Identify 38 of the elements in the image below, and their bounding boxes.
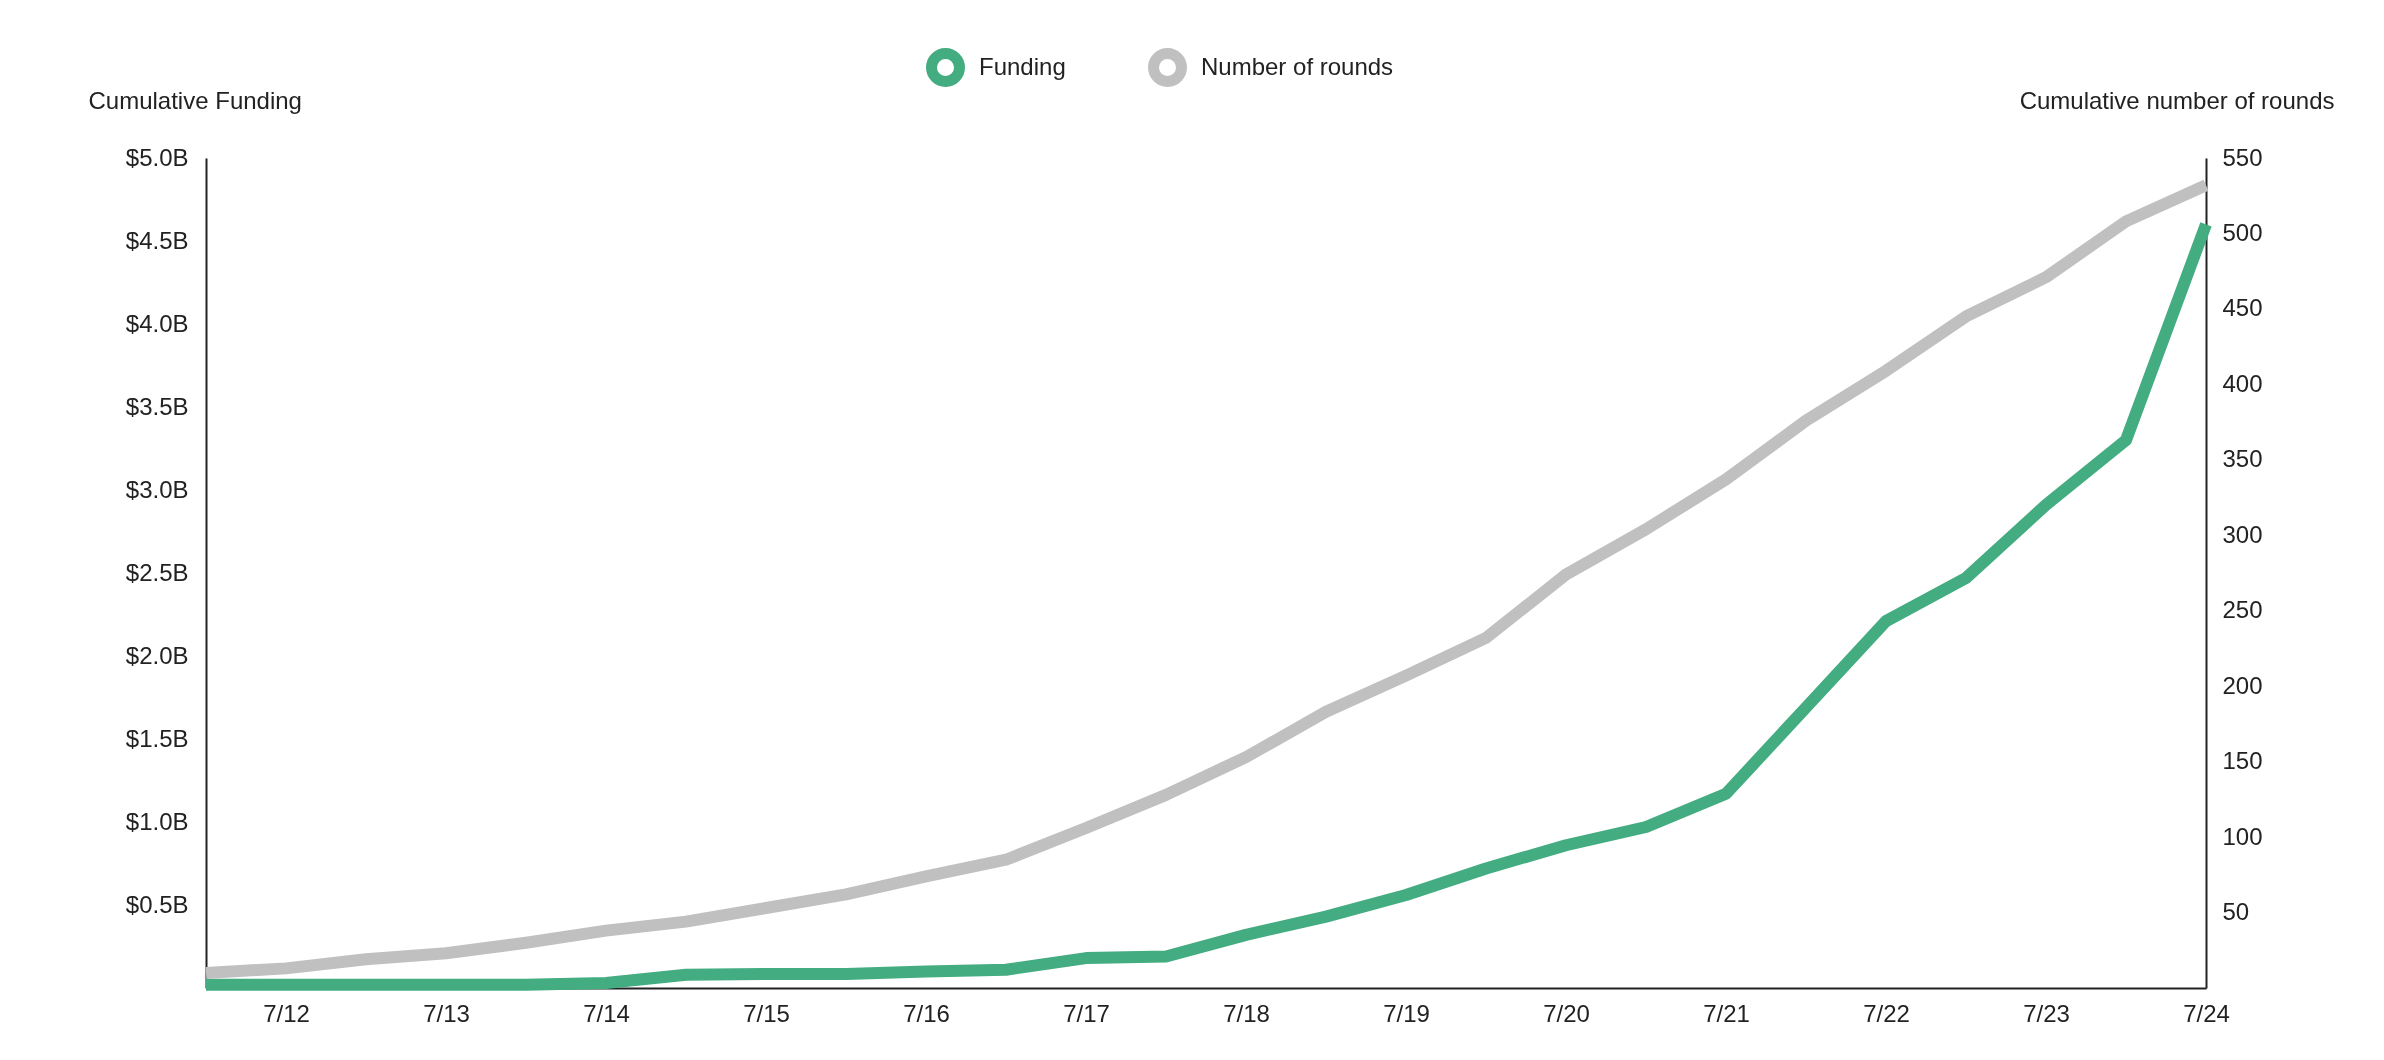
legend-label: Funding — [979, 52, 1066, 80]
y-tick-label: $1.0B — [125, 807, 189, 835]
x-tick-label: 7/22 — [1863, 999, 1910, 1027]
x-tick-label: 7/13 — [423, 999, 470, 1027]
y2-tick-label: 50 — [2222, 898, 2250, 926]
y-tick-label: $0.5B — [125, 890, 189, 918]
y2-tick-label: 150 — [2222, 747, 2263, 775]
y-tick-label: $2.0B — [125, 641, 189, 669]
y2-tick-label: 250 — [2222, 596, 2263, 624]
x-tick-label: 7/23 — [2023, 999, 2070, 1027]
y-tick-label: $3.0B — [125, 475, 189, 503]
x-tick-label: 7/17 — [1063, 999, 1110, 1027]
x-tick-label: 7/20 — [1543, 999, 1590, 1027]
y2-axis-title: Cumulative number of rounds — [2019, 86, 2335, 114]
y-tick-label: $5.0B — [125, 143, 189, 171]
y-tick-label: $2.5B — [125, 558, 189, 586]
y-tick-label: $1.5B — [125, 724, 189, 752]
x-tick-label: 7/16 — [903, 999, 950, 1027]
y2-tick-label: 200 — [2222, 671, 2263, 699]
y-tick-label: $4.0B — [125, 309, 189, 337]
y-tick-label: $4.5B — [125, 226, 189, 254]
y2-tick-label: 400 — [2222, 369, 2263, 397]
y2-tick-label: 500 — [2222, 218, 2263, 246]
x-tick-label: 7/12 — [263, 999, 310, 1027]
x-tick-label: 7/19 — [1383, 999, 1430, 1027]
y2-tick-label: 450 — [2222, 294, 2263, 322]
y2-tick-label: 550 — [2222, 143, 2263, 171]
x-tick-label: 7/14 — [583, 999, 630, 1027]
x-tick-label: 7/24 — [2183, 999, 2230, 1027]
y2-tick-label: 350 — [2222, 445, 2263, 473]
legend-label: Number of rounds — [1201, 52, 1394, 80]
y-axis-title: Cumulative Funding — [88, 86, 302, 114]
x-tick-label: 7/18 — [1223, 999, 1270, 1027]
x-tick-label: 7/21 — [1703, 999, 1750, 1027]
y-tick-label: $3.5B — [125, 392, 189, 420]
y2-tick-label: 100 — [2222, 822, 2263, 850]
y2-tick-label: 300 — [2222, 520, 2263, 548]
x-tick-label: 7/15 — [743, 999, 790, 1027]
